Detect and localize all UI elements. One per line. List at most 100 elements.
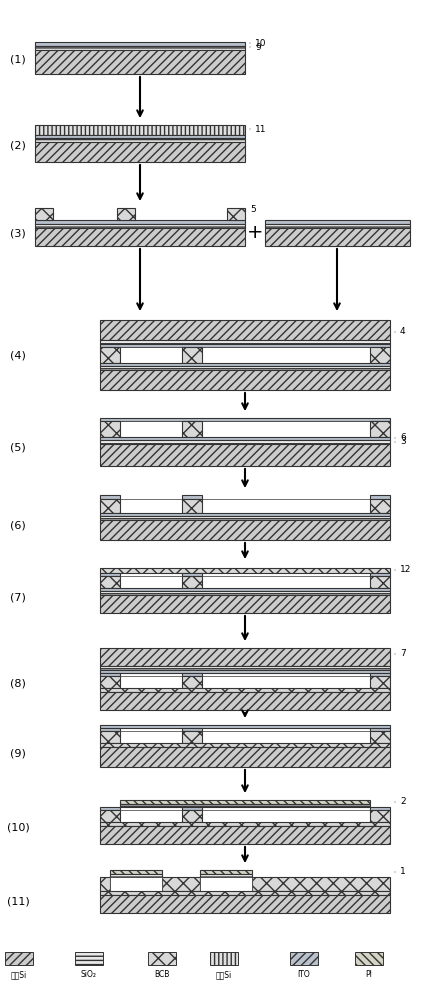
- Bar: [182, 576, 202, 588]
- Bar: [35, 42, 245, 46]
- Bar: [182, 495, 202, 499]
- Bar: [100, 747, 390, 767]
- Bar: [182, 347, 202, 363]
- Bar: [200, 877, 252, 891]
- Bar: [370, 421, 390, 437]
- Text: PI: PI: [365, 970, 373, 979]
- Text: 衬底Si: 衬底Si: [11, 970, 27, 979]
- Bar: [35, 142, 245, 162]
- Bar: [100, 576, 120, 588]
- Text: (10): (10): [7, 823, 29, 833]
- Bar: [35, 228, 245, 246]
- Text: 1: 1: [400, 867, 406, 876]
- Text: 4: 4: [400, 328, 405, 336]
- Bar: [100, 516, 390, 520]
- Bar: [370, 573, 390, 576]
- Bar: [100, 725, 390, 728]
- Bar: [100, 495, 120, 499]
- Bar: [100, 440, 390, 444]
- Text: 5: 5: [250, 206, 256, 215]
- Bar: [100, 807, 120, 810]
- Bar: [100, 573, 120, 576]
- Bar: [100, 499, 390, 513]
- Bar: [100, 344, 390, 347]
- Bar: [100, 320, 390, 340]
- Bar: [370, 576, 390, 588]
- Bar: [182, 499, 202, 513]
- Text: +: +: [247, 223, 263, 241]
- Bar: [100, 673, 120, 676]
- Bar: [182, 673, 202, 676]
- Bar: [252, 877, 390, 891]
- Bar: [100, 676, 120, 688]
- Bar: [35, 138, 245, 142]
- Bar: [100, 731, 120, 743]
- Text: 低阾Si: 低阾Si: [216, 970, 232, 979]
- Bar: [182, 810, 202, 822]
- Bar: [210, 952, 238, 965]
- Text: (2): (2): [10, 140, 26, 150]
- Bar: [100, 568, 390, 573]
- Bar: [100, 513, 390, 516]
- Bar: [100, 648, 390, 666]
- Text: (4): (4): [10, 350, 26, 360]
- Bar: [265, 220, 410, 224]
- Bar: [35, 125, 245, 135]
- Text: 3: 3: [400, 438, 406, 446]
- Bar: [100, 743, 390, 747]
- Bar: [35, 224, 245, 228]
- Bar: [100, 877, 110, 891]
- Bar: [100, 891, 390, 895]
- Bar: [100, 347, 390, 363]
- Text: ITO: ITO: [298, 970, 310, 979]
- Bar: [370, 807, 390, 810]
- Bar: [35, 208, 53, 220]
- Bar: [182, 573, 202, 576]
- Bar: [110, 877, 162, 891]
- Bar: [370, 673, 390, 676]
- Bar: [100, 826, 390, 844]
- Bar: [162, 877, 200, 891]
- Text: 10: 10: [255, 38, 266, 47]
- Bar: [110, 870, 162, 874]
- Text: (5): (5): [10, 443, 26, 453]
- Bar: [100, 347, 120, 363]
- Bar: [290, 952, 318, 965]
- Bar: [35, 220, 245, 224]
- Bar: [100, 670, 390, 673]
- Text: 11: 11: [255, 124, 266, 133]
- Bar: [100, 340, 390, 344]
- Bar: [100, 810, 120, 822]
- Text: BCB: BCB: [155, 970, 170, 979]
- Bar: [100, 895, 390, 913]
- Bar: [370, 728, 390, 731]
- Bar: [100, 731, 390, 743]
- Bar: [100, 728, 120, 731]
- Bar: [120, 800, 370, 804]
- Bar: [370, 810, 390, 822]
- Text: (3): (3): [10, 229, 26, 239]
- Bar: [100, 588, 390, 591]
- Text: (7): (7): [10, 593, 26, 603]
- Text: (11): (11): [7, 897, 29, 907]
- Bar: [370, 676, 390, 688]
- Bar: [100, 688, 390, 692]
- Bar: [5, 952, 33, 965]
- Bar: [100, 366, 390, 370]
- Bar: [100, 676, 390, 688]
- Bar: [370, 499, 390, 513]
- Bar: [148, 952, 176, 965]
- Bar: [355, 952, 383, 965]
- Text: 12: 12: [400, 566, 411, 574]
- Text: 9: 9: [255, 42, 261, 51]
- Bar: [200, 870, 252, 874]
- Bar: [200, 874, 252, 877]
- Text: (1): (1): [10, 55, 26, 65]
- Bar: [100, 692, 390, 710]
- Bar: [117, 208, 135, 220]
- Bar: [182, 731, 202, 743]
- Bar: [182, 676, 202, 688]
- Bar: [35, 135, 245, 138]
- Bar: [370, 347, 390, 363]
- Bar: [100, 444, 390, 466]
